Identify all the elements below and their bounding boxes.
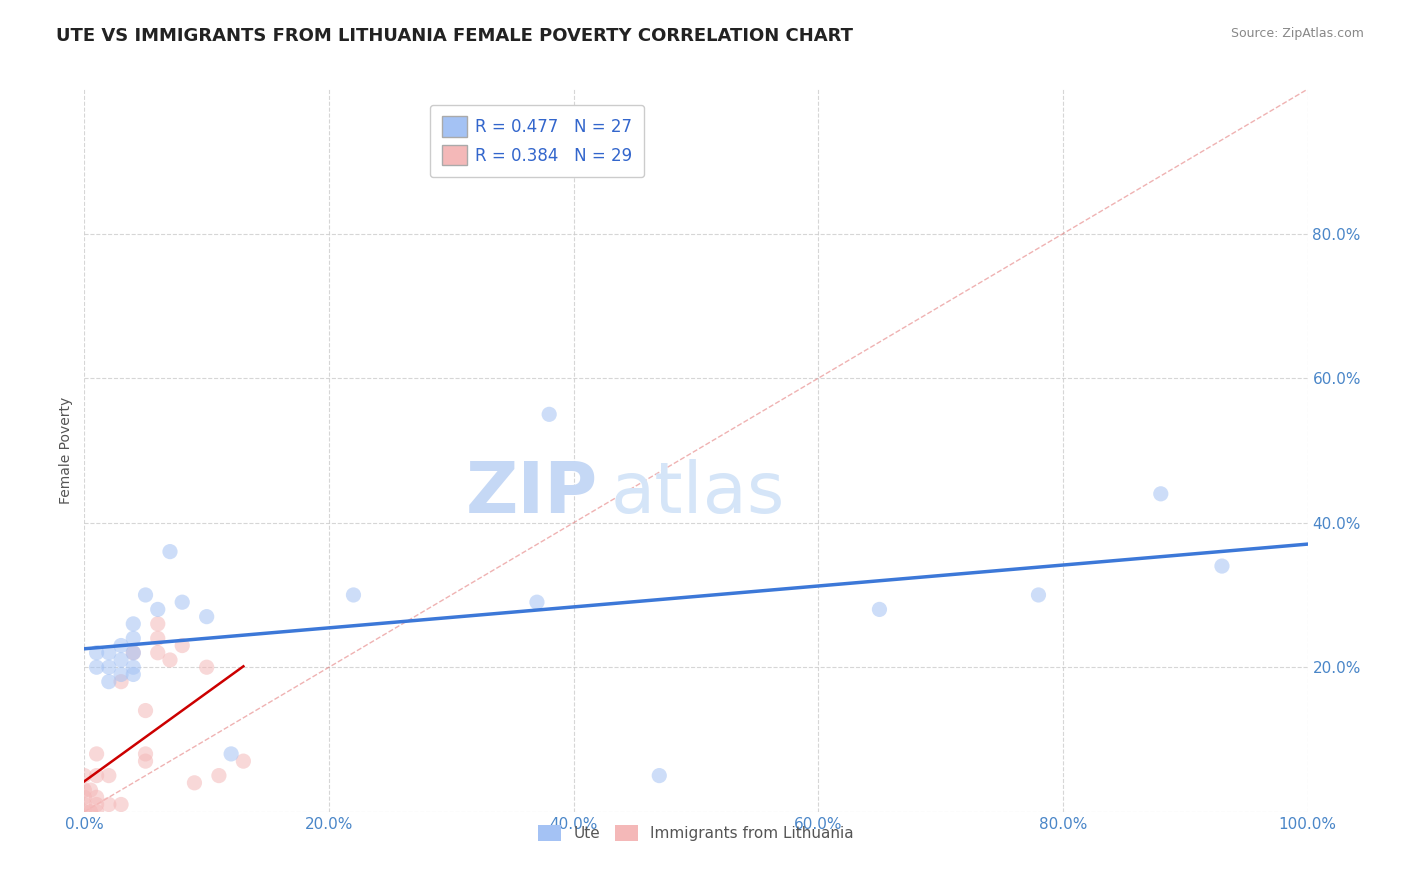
Text: Source: ZipAtlas.com: Source: ZipAtlas.com bbox=[1230, 27, 1364, 40]
Point bbox=[97, 660, 120, 674]
Point bbox=[97, 646, 120, 660]
Point bbox=[538, 407, 561, 421]
Point bbox=[86, 747, 108, 761]
Point bbox=[1028, 588, 1050, 602]
Point bbox=[122, 646, 145, 660]
Point bbox=[648, 769, 671, 783]
Point bbox=[97, 797, 120, 812]
Point bbox=[73, 783, 96, 797]
Point bbox=[122, 660, 145, 674]
Point bbox=[110, 674, 132, 689]
Point bbox=[79, 783, 101, 797]
Point bbox=[97, 769, 120, 783]
Point bbox=[86, 790, 108, 805]
Point bbox=[172, 639, 194, 653]
Point bbox=[97, 674, 120, 689]
Point bbox=[526, 595, 548, 609]
Point bbox=[146, 616, 169, 631]
Point bbox=[86, 646, 108, 660]
Point bbox=[122, 667, 145, 681]
Point bbox=[73, 790, 96, 805]
Point bbox=[183, 776, 205, 790]
Text: ZIP: ZIP bbox=[465, 459, 598, 528]
Text: UTE VS IMMIGRANTS FROM LITHUANIA FEMALE POVERTY CORRELATION CHART: UTE VS IMMIGRANTS FROM LITHUANIA FEMALE … bbox=[56, 27, 853, 45]
Point bbox=[110, 639, 132, 653]
Point bbox=[208, 769, 231, 783]
Point bbox=[86, 769, 108, 783]
Point bbox=[110, 667, 132, 681]
Point bbox=[146, 632, 169, 646]
Point bbox=[135, 747, 157, 761]
Point bbox=[1150, 487, 1173, 501]
Point bbox=[172, 595, 194, 609]
Point bbox=[79, 805, 101, 819]
Point bbox=[122, 616, 145, 631]
Point bbox=[110, 653, 132, 667]
Point bbox=[73, 769, 96, 783]
Point bbox=[146, 602, 169, 616]
Point bbox=[159, 544, 181, 558]
Legend: Ute, Immigrants from Lithuania: Ute, Immigrants from Lithuania bbox=[531, 819, 860, 847]
Point bbox=[1211, 559, 1233, 574]
Point bbox=[232, 754, 254, 768]
Point bbox=[86, 797, 108, 812]
Point bbox=[122, 646, 145, 660]
Text: atlas: atlas bbox=[610, 459, 785, 528]
Point bbox=[159, 653, 181, 667]
Point bbox=[135, 588, 157, 602]
Y-axis label: Female Poverty: Female Poverty bbox=[59, 397, 73, 504]
Point bbox=[86, 660, 108, 674]
Point bbox=[73, 797, 96, 812]
Point bbox=[869, 602, 891, 616]
Point bbox=[146, 646, 169, 660]
Point bbox=[195, 660, 218, 674]
Point bbox=[110, 797, 132, 812]
Point bbox=[73, 805, 96, 819]
Point bbox=[86, 805, 108, 819]
Point bbox=[135, 754, 157, 768]
Point bbox=[195, 609, 218, 624]
Point bbox=[135, 704, 157, 718]
Point bbox=[342, 588, 364, 602]
Point bbox=[122, 632, 145, 646]
Point bbox=[219, 747, 242, 761]
